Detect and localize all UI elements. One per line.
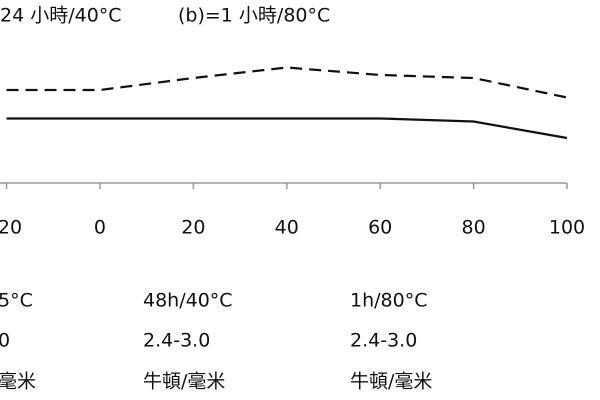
series-line <box>6 66 568 99</box>
table-cell: 毫米 <box>0 371 36 393</box>
header-text: (b)=1 小時/80°C <box>178 5 330 27</box>
table-cell: 5°C <box>0 290 33 312</box>
header-text: 24 小時/40°C <box>0 5 122 27</box>
table-cell: 48h/40°C <box>143 290 233 312</box>
x-tick-label: 60 <box>368 217 392 239</box>
table-cell: 2.4-3.0 <box>143 330 210 352</box>
table-cell: 牛頓/毫米 <box>350 371 432 393</box>
series-line <box>6 117 568 140</box>
x-tick-label: 100 <box>549 217 585 239</box>
x-tick-label: 40 <box>275 217 299 239</box>
table-cell: 牛頓/毫米 <box>143 371 225 393</box>
x-tick-label: -20 <box>0 217 22 239</box>
x-tick-label: 20 <box>181 217 205 239</box>
x-tick-label: 0 <box>94 217 106 239</box>
x-tick-label: 80 <box>461 217 485 239</box>
table-cell: 0 <box>0 330 10 352</box>
table-cell: 1h/80°C <box>350 290 427 312</box>
table-cell: 2.4-3.0 <box>350 330 417 352</box>
